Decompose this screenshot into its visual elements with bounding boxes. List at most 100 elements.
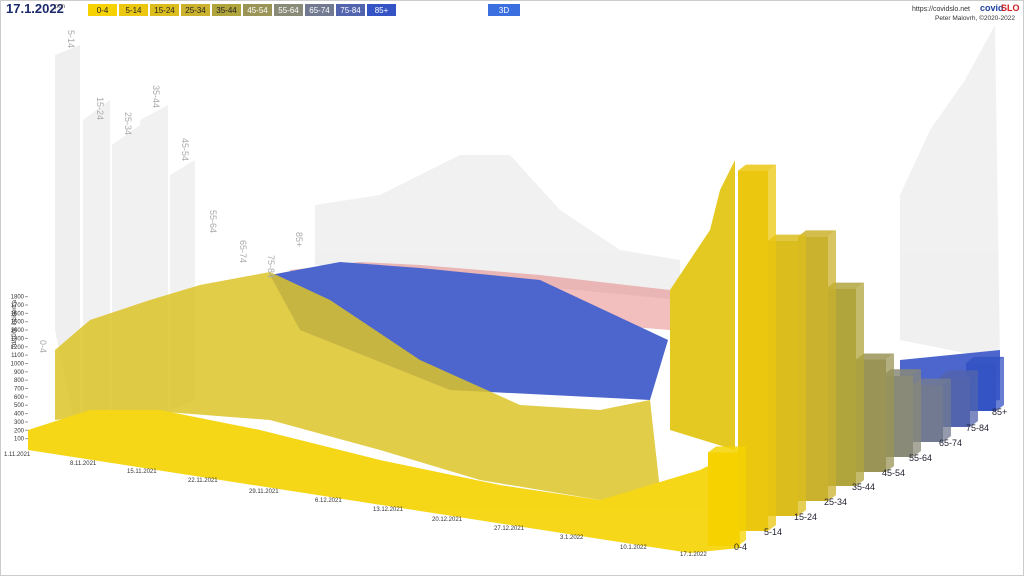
category-label: 15-24 <box>794 512 817 522</box>
legend-label[interactable]: 5-14 <box>125 6 142 15</box>
view-button[interactable] <box>488 4 520 16</box>
brand: SLO <box>1001 3 1020 13</box>
legend-label[interactable]: 75-84 <box>340 6 361 15</box>
category-label: 65-74 <box>939 438 962 448</box>
wall-label: 0-4 <box>38 340 48 353</box>
legend-button[interactable] <box>150 4 179 16</box>
bar-top <box>738 164 776 171</box>
date: 17.1.2022 <box>6 1 64 16</box>
x-tick-label: 22.11.2021 <box>188 478 218 484</box>
text-layer: 17.1.2022 pon https://covidslo.net covid… <box>6 1 1020 348</box>
y-axis-label: 7d/100k incidenca <box>12 299 18 348</box>
legend-label[interactable]: 85+ <box>375 6 389 15</box>
y-tick-label: 1300 <box>11 336 25 342</box>
bar-side <box>970 370 978 427</box>
bar-side <box>886 353 894 472</box>
y-tick-label: 100 <box>14 437 25 443</box>
x-tick-label: 10.1.2022 <box>620 545 647 551</box>
legend-label[interactable]: 35-44 <box>216 6 237 15</box>
y-tick-label: 1700 <box>11 303 25 309</box>
bar-top <box>708 446 746 453</box>
x-tick-label: 27.12.2021 <box>494 526 525 532</box>
y-tick-label: 1600 <box>11 311 25 317</box>
legend-button[interactable] <box>119 4 148 16</box>
legend-label[interactable]: 15-24 <box>154 6 175 15</box>
wall-label: 5-14 <box>66 30 76 48</box>
wall-label: 65-74 <box>238 240 248 263</box>
category-label: 75-84 <box>966 423 989 433</box>
wall-label: 15-24 <box>95 97 105 120</box>
legend-label[interactable]: 0-4 <box>97 6 109 15</box>
view-button-label[interactable]: 3D <box>499 6 509 15</box>
y-tick-label: 1100 <box>11 353 25 359</box>
y-tick-label: 700 <box>14 387 25 393</box>
legend-button[interactable] <box>367 4 396 16</box>
wall-label: 75-84 <box>266 255 276 278</box>
legend-label[interactable]: 45-54 <box>247 6 268 15</box>
bar-top <box>966 356 1004 363</box>
weekday: pon <box>55 4 65 10</box>
legend-button[interactable] <box>212 4 241 16</box>
legend-button[interactable] <box>305 4 334 16</box>
bar-side <box>798 234 806 516</box>
x-tick-label: 29.11.2021 <box>249 489 279 495</box>
y-tick-label: 300 <box>14 420 25 426</box>
y-tick-label: 1400 <box>11 328 25 334</box>
bar-side <box>856 282 864 486</box>
y-tick-label: 900 <box>14 370 25 376</box>
y-tick-label: 800 <box>14 378 25 384</box>
y-tick-label: 500 <box>14 403 25 409</box>
legend-label[interactable]: 25-34 <box>185 6 206 15</box>
x-tick-label: 6.12.2021 <box>315 498 342 504</box>
bar-top <box>856 353 894 360</box>
bar-side <box>943 378 951 442</box>
category-label: 45-54 <box>882 468 905 478</box>
x-tick-label: 8.11.2021 <box>70 461 97 467</box>
y-tick-label: 400 <box>14 412 25 418</box>
y-tick-label: 1000 <box>11 361 25 367</box>
bar-top <box>913 378 951 385</box>
y-tick-label: 1500 <box>11 320 25 326</box>
x-tick-label: 17.1.2022 <box>680 552 707 558</box>
legend-label[interactable]: 65-74 <box>309 6 330 15</box>
url: https://covidslo.net <box>912 6 970 13</box>
bar-top <box>768 234 806 241</box>
category-label: 85+ <box>992 407 1007 417</box>
surface-decoration <box>28 25 1000 553</box>
legend-label[interactable]: 55-64 <box>278 6 299 15</box>
wall-label: 35-44 <box>151 85 161 108</box>
bar-top <box>940 370 978 377</box>
bar-side <box>913 369 921 457</box>
author: Peter Malovrh, ©2020-2022 <box>935 14 1015 22</box>
y-tick-label: 200 <box>14 428 25 434</box>
wall-label: 45-54 <box>180 138 190 161</box>
bar-side <box>828 230 836 501</box>
legend-button[interactable] <box>336 4 365 16</box>
legend-button[interactable] <box>274 4 303 16</box>
y-tick-label: 600 <box>14 395 25 401</box>
x-tick-label: 20.12.2021 <box>432 517 463 523</box>
legend-button[interactable] <box>88 4 117 16</box>
x-tick-label: 15.11.2021 <box>127 469 157 475</box>
wall-label: 55-64 <box>208 210 218 233</box>
wall-label: 85+ <box>294 232 304 247</box>
bar-side <box>738 446 746 546</box>
legend-button[interactable] <box>243 4 272 16</box>
y-tick-label: 1800 <box>11 295 25 301</box>
legend-button[interactable] <box>181 4 210 16</box>
bar <box>708 452 738 546</box>
category-label: 25-34 <box>824 497 847 507</box>
category-label: 35-44 <box>852 482 875 492</box>
category-label: 55-64 <box>909 453 932 463</box>
bar-top <box>798 230 836 237</box>
x-tick-label: 13.12.2021 <box>373 507 404 513</box>
bar-side <box>768 164 776 531</box>
wall-label: 25-34 <box>123 112 133 135</box>
category-label: 0-4 <box>734 542 747 552</box>
x-tick-label: 1.11.2021 <box>4 452 31 458</box>
y-tick-label: 1200 <box>11 345 25 351</box>
bar-side <box>996 356 1004 411</box>
brand: covid <box>980 3 1004 13</box>
category-label: 5-14 <box>764 527 782 537</box>
